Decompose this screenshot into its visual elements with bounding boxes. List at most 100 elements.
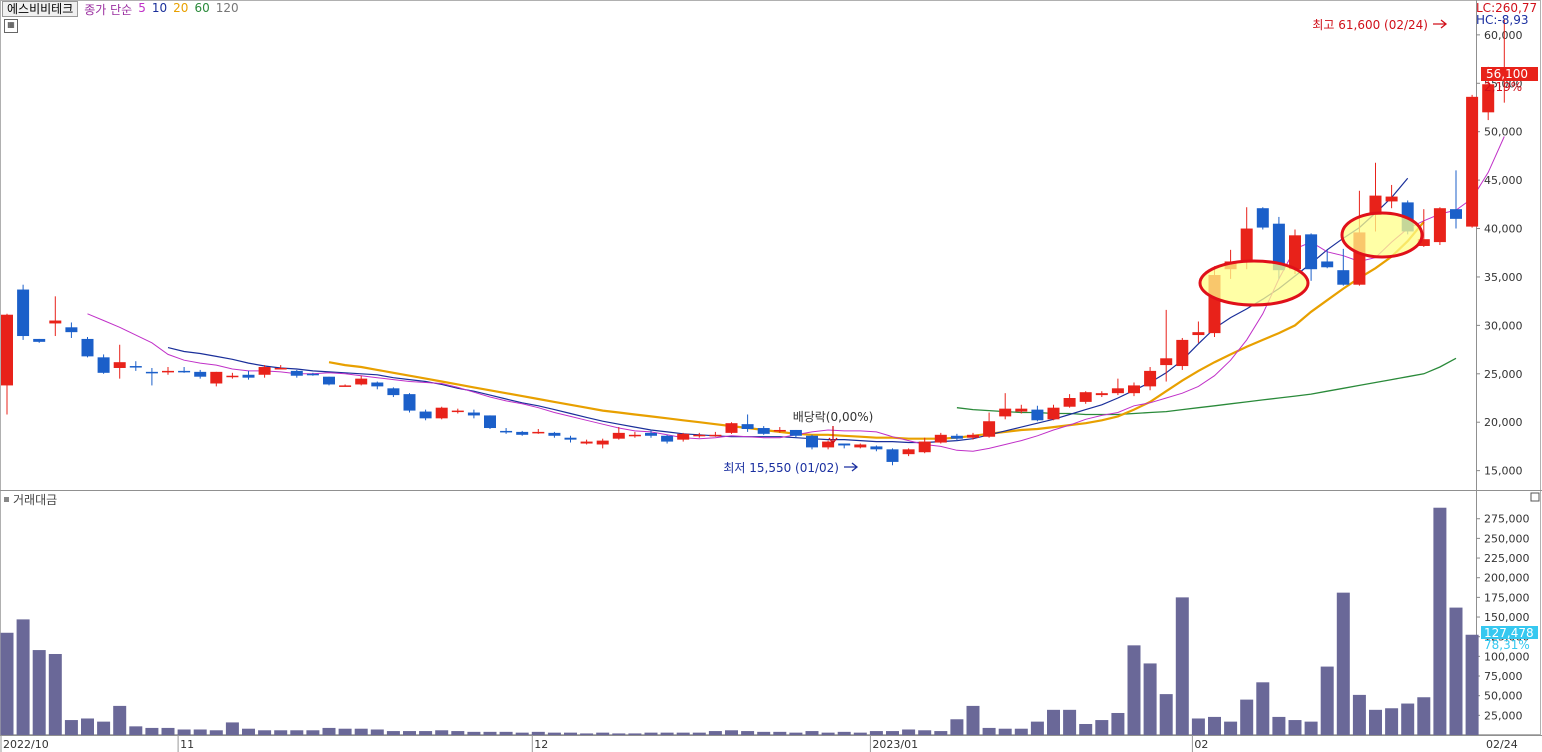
volume-bar (306, 730, 320, 735)
candle (645, 429, 657, 438)
price-tick-label: 60,000 (1484, 29, 1523, 42)
ma-legend[interactable]: 종가 단순 5 10 20 60 120 (84, 1, 238, 18)
candle (1095, 391, 1108, 398)
candle (226, 372, 239, 379)
volume-bar (934, 731, 948, 735)
candle (902, 448, 915, 457)
volume-bar (564, 732, 577, 735)
candle-body (1015, 408, 1028, 412)
volume-bar (225, 722, 239, 735)
date-tick-label: 12 (534, 738, 548, 751)
candle-body (1256, 208, 1269, 228)
candle-body (81, 338, 94, 357)
candle-body (1160, 358, 1173, 366)
volume-bar (886, 731, 899, 735)
volume-bar (177, 729, 191, 735)
volume-tick-label: 50,000 (1484, 690, 1523, 703)
candle (49, 296, 62, 337)
volume-bar (97, 721, 111, 735)
candle (950, 433, 963, 441)
candle-body (274, 367, 287, 370)
candle (129, 361, 142, 371)
candle (838, 443, 851, 449)
date-tick-label: 02/24 (1486, 738, 1518, 751)
volume-tick-label: 150,000 (1484, 611, 1530, 624)
candle (419, 409, 432, 421)
volume-bar (853, 732, 867, 735)
volume-bar (741, 731, 755, 735)
candle-body (628, 434, 641, 437)
volume-bar (773, 731, 787, 735)
volume-bar (258, 730, 272, 735)
candle-body (1, 314, 13, 386)
volume-bar (628, 733, 642, 735)
candle (178, 367, 191, 373)
volume-bar (16, 619, 30, 735)
candle (242, 370, 255, 380)
volume-bar (725, 730, 738, 735)
candle-body (1337, 270, 1350, 285)
candle (1305, 233, 1318, 281)
volume-bar (1433, 507, 1447, 735)
ma120-label: 120 (215, 0, 239, 15)
volume-bar (1240, 699, 1254, 735)
candle (709, 431, 722, 437)
candle (97, 354, 110, 374)
candle-body (226, 375, 239, 378)
candle-body (612, 432, 625, 439)
candle (451, 408, 464, 414)
volume-bar (821, 732, 835, 735)
candle (1433, 207, 1446, 245)
candle-body (1433, 208, 1446, 243)
volume-tick-label: 275,000 (1484, 513, 1530, 526)
volume-bar (1030, 721, 1044, 735)
candle (162, 367, 174, 375)
volume-bar (403, 731, 416, 735)
candle (1450, 170, 1462, 229)
candle (870, 445, 883, 452)
volume-bar (1272, 716, 1286, 735)
candle-body (178, 370, 191, 373)
candle (371, 381, 384, 390)
volume-bar (1079, 723, 1093, 735)
candles (1, 19, 1511, 466)
candle (387, 387, 400, 398)
candle (1, 313, 13, 415)
candle-body (757, 428, 770, 434)
candle (435, 406, 448, 420)
candle (1321, 249, 1334, 269)
volume-bar (32, 650, 46, 735)
volume-bars (0, 507, 1479, 735)
candle-body (500, 430, 513, 433)
candle-body (677, 433, 690, 440)
candle (258, 365, 271, 378)
candle-body (1111, 388, 1124, 394)
volume-bar (1063, 709, 1077, 735)
volume-bar (596, 732, 610, 735)
candle (1192, 321, 1205, 343)
candle-body (419, 411, 432, 419)
volume-bar (531, 731, 545, 735)
candle (65, 322, 78, 338)
price-tag (1481, 67, 1538, 81)
high-annotation: 최고 61,600 (02/24) (1312, 18, 1428, 32)
candle-body (1047, 407, 1060, 420)
ma10-label: 10 (151, 0, 168, 15)
candle (822, 440, 835, 450)
candle (1031, 405, 1044, 422)
price-tick-label: 20,000 (1484, 416, 1523, 429)
volume-tick-label: 75,000 (1484, 670, 1523, 683)
stock-name[interactable]: 에스비비테크 (2, 1, 79, 17)
candle-body (1289, 235, 1301, 270)
candle-body (1031, 409, 1044, 421)
candle (741, 414, 754, 432)
outer-border (0, 0, 1541, 735)
panel-toggle-icon[interactable] (1530, 492, 1540, 502)
volume-bar (1111, 712, 1125, 735)
candle-body (870, 446, 883, 450)
volume-bar (242, 728, 255, 735)
table-view-icon[interactable]: ▦ (4, 19, 18, 33)
candle (1111, 378, 1124, 396)
ma20-label: 20 (173, 0, 189, 15)
